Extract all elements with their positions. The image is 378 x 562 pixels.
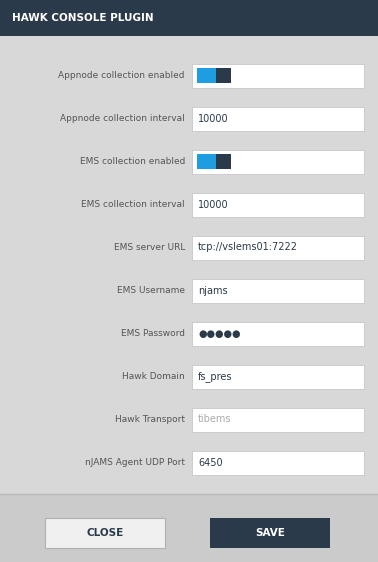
- Text: EMS collection enabled: EMS collection enabled: [80, 157, 185, 166]
- FancyBboxPatch shape: [192, 64, 364, 88]
- Text: EMS collection interval: EMS collection interval: [81, 200, 185, 209]
- Text: ●●●●●: ●●●●●: [198, 329, 240, 338]
- Text: Appnode collection interval: Appnode collection interval: [60, 114, 185, 123]
- Text: njams: njams: [198, 285, 228, 296]
- Text: 10000: 10000: [198, 200, 229, 210]
- FancyBboxPatch shape: [197, 154, 216, 169]
- Text: fs_pres: fs_pres: [198, 371, 232, 382]
- Text: 10000: 10000: [198, 114, 229, 124]
- Text: tibems: tibems: [198, 415, 231, 424]
- FancyBboxPatch shape: [192, 107, 364, 130]
- FancyBboxPatch shape: [0, 0, 378, 36]
- Text: HAWK CONSOLE PLUGIN: HAWK CONSOLE PLUGIN: [12, 13, 153, 23]
- FancyBboxPatch shape: [192, 407, 364, 432]
- FancyBboxPatch shape: [192, 279, 364, 302]
- Text: tcp://vslems01:7222: tcp://vslems01:7222: [198, 242, 298, 252]
- FancyBboxPatch shape: [0, 494, 378, 562]
- FancyBboxPatch shape: [45, 518, 165, 548]
- FancyBboxPatch shape: [192, 321, 364, 346]
- FancyBboxPatch shape: [192, 451, 364, 474]
- FancyBboxPatch shape: [192, 193, 364, 216]
- FancyBboxPatch shape: [210, 518, 330, 548]
- Text: Hawk Domain: Hawk Domain: [122, 372, 185, 381]
- Text: 6450: 6450: [198, 457, 223, 468]
- FancyBboxPatch shape: [192, 365, 364, 388]
- Text: EMS Password: EMS Password: [121, 329, 185, 338]
- FancyBboxPatch shape: [197, 68, 216, 83]
- Text: CLOSE: CLOSE: [87, 528, 124, 538]
- FancyBboxPatch shape: [192, 149, 364, 174]
- Text: Hawk Transport: Hawk Transport: [115, 415, 185, 424]
- Text: EMS Username: EMS Username: [117, 286, 185, 295]
- FancyBboxPatch shape: [216, 154, 231, 169]
- FancyBboxPatch shape: [192, 235, 364, 260]
- Text: SAVE: SAVE: [255, 528, 285, 538]
- FancyBboxPatch shape: [216, 68, 231, 83]
- Text: EMS server URL: EMS server URL: [114, 243, 185, 252]
- Text: Appnode collection enabled: Appnode collection enabled: [59, 71, 185, 80]
- FancyBboxPatch shape: [0, 36, 378, 494]
- Text: nJAMS Agent UDP Port: nJAMS Agent UDP Port: [85, 458, 185, 467]
